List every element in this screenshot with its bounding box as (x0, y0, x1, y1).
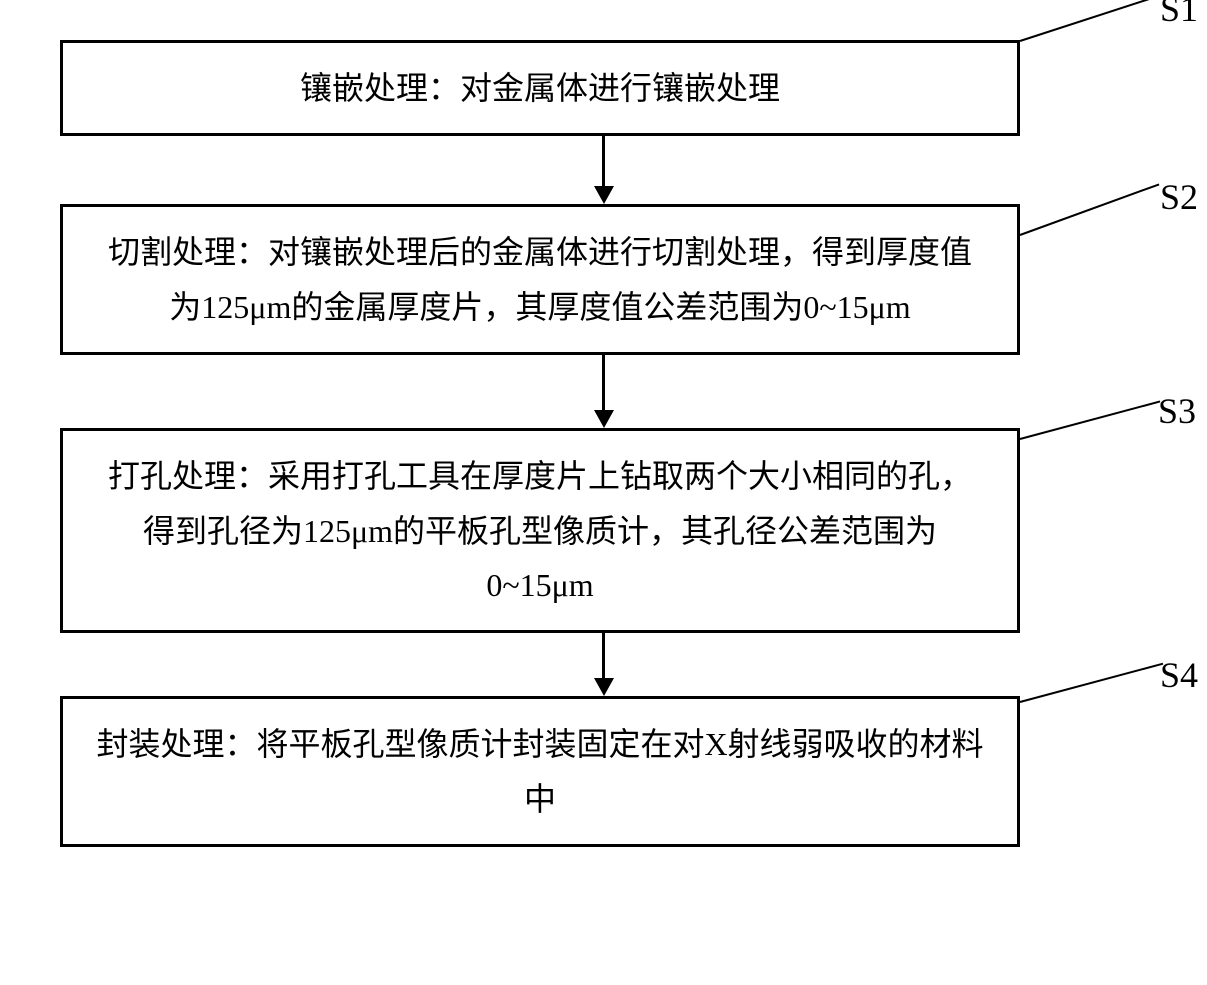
step-box-s2: 切割处理：对镶嵌处理后的金属体进行切割处理，得到厚度值为125μm的金属厚度片，… (60, 204, 1020, 355)
arrow-head-icon (594, 186, 614, 204)
arrow-s2-s3 (594, 355, 614, 428)
arrow-line-icon (602, 633, 605, 678)
step-label-s3: S3 (1158, 390, 1196, 432)
arrow-s1-s2 (594, 136, 614, 204)
step-label-s2: S2 (1160, 176, 1198, 218)
arrow-container-1 (124, 136, 1084, 204)
arrow-head-icon (594, 678, 614, 696)
step-row-s1: 镶嵌处理：对金属体进行镶嵌处理 S1 (60, 40, 1147, 136)
arrow-head-icon (594, 410, 614, 428)
step-text-s2: 切割处理：对镶嵌处理后的金属体进行切割处理，得到厚度值为125μm的金属厚度片，… (108, 234, 972, 324)
arrow-line-icon (602, 355, 605, 410)
step-label-s4: S4 (1160, 654, 1198, 696)
step-text-s1: 镶嵌处理：对金属体进行镶嵌处理 (300, 70, 780, 106)
step-text-s4: 封装处理：将平板孔型像质计封装固定在对X射线弱吸收的材料中 (96, 726, 983, 816)
step-box-s3: 打孔处理：采用打孔工具在厚度片上钻取两个大小相同的孔，得到孔径为125μm的平板… (60, 428, 1020, 633)
arrow-container-2 (124, 355, 1084, 428)
step-box-s1: 镶嵌处理：对金属体进行镶嵌处理 (60, 40, 1020, 136)
step-box-s4: 封装处理：将平板孔型像质计封装固定在对X射线弱吸收的材料中 (60, 696, 1020, 847)
arrow-line-icon (602, 136, 605, 186)
step-text-s3: 打孔处理：采用打孔工具在厚度片上钻取两个大小相同的孔，得到孔径为125μm的平板… (108, 458, 972, 603)
step-row-s3: 打孔处理：采用打孔工具在厚度片上钻取两个大小相同的孔，得到孔径为125μm的平板… (60, 428, 1147, 633)
step-row-s4: 封装处理：将平板孔型像质计封装固定在对X射线弱吸收的材料中 S4 (60, 696, 1147, 847)
flowchart-container: 镶嵌处理：对金属体进行镶嵌处理 S1 切割处理：对镶嵌处理后的金属体进行切割处理… (60, 40, 1147, 847)
step-row-s2: 切割处理：对镶嵌处理后的金属体进行切割处理，得到厚度值为125μm的金属厚度片，… (60, 204, 1147, 355)
arrow-container-3 (124, 633, 1084, 696)
label-connector-line-s1 (1020, 0, 1159, 42)
step-label-s1: S1 (1160, 0, 1198, 30)
arrow-s3-s4 (594, 633, 614, 696)
